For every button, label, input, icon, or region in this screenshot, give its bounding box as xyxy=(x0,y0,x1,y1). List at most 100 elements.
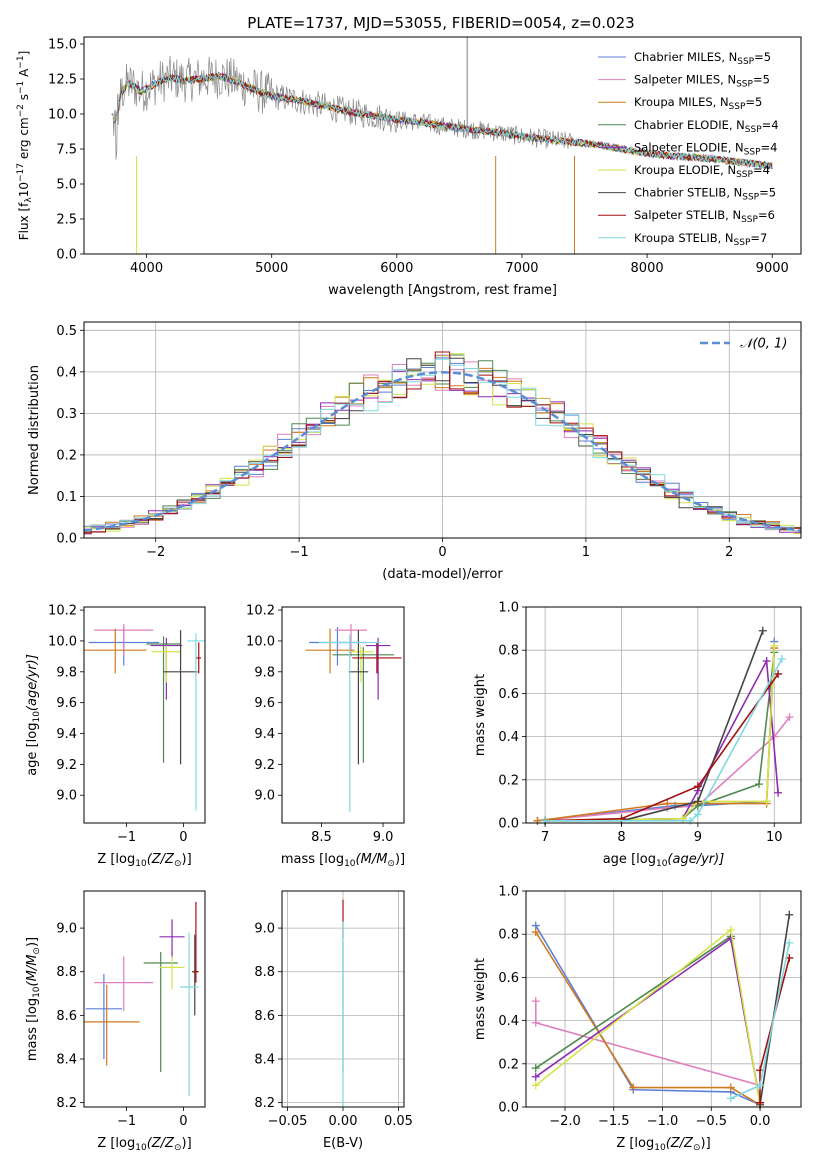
plot-frame xyxy=(281,606,405,824)
age-vs-mass-panel: 8.5 9.0 9.0 9.2 9.4 9.6 9.8 10.0 10.2 mass [log10… xyxy=(246,604,405,869)
label-part: 10 xyxy=(344,859,356,869)
label-part: SSP xyxy=(745,125,762,135)
x-tick-label: 1 xyxy=(582,545,590,560)
x-tick-label: 10 xyxy=(766,830,783,845)
weight-marker xyxy=(777,654,786,663)
weight-marker xyxy=(531,997,540,1006)
label-part: Normed distribution xyxy=(27,365,42,495)
weight-marker xyxy=(726,934,735,943)
label-part: 10 xyxy=(654,1143,666,1153)
weight-marker xyxy=(693,782,702,791)
weight-series xyxy=(545,673,779,822)
y-tick-label: 9.8 xyxy=(254,665,275,680)
weight-lines xyxy=(533,626,794,825)
x-axis-label: Z [log10(Z/Z⊙)] xyxy=(97,852,191,869)
label-part: ⊙ xyxy=(32,947,42,955)
weight-marker xyxy=(531,1018,540,1027)
weight-series xyxy=(535,928,761,1105)
legend-entry: Salpeter ELODIE, NSSP=4 xyxy=(634,140,777,157)
y-tick-label: 8.4 xyxy=(56,1053,77,1068)
label-part: mass weight xyxy=(473,674,488,756)
weight-series xyxy=(535,1001,761,1087)
label-part: E(B-V) xyxy=(323,1136,363,1151)
weight-marker xyxy=(762,797,771,806)
weight-marker xyxy=(726,925,735,934)
legend-entry: Salpeter MILES, NSSP=5 xyxy=(634,73,770,90)
label-part: Z [log xyxy=(97,1136,135,1151)
y-tick-label: 0.0 xyxy=(498,1101,519,1116)
residual-histogram-panel: −2 −1 0 1 2 0.0 0.1 0.2 0.3 0.4 0.5 (data-model)/er… xyxy=(27,321,802,582)
weight-marker xyxy=(533,816,542,825)
label-part: (age/yr)] xyxy=(25,654,40,711)
label-part: =7 xyxy=(750,231,767,245)
error-bars xyxy=(84,901,199,1097)
y-axis-label: mass [log10(M/M⊙)] xyxy=(25,937,42,1061)
label-part: SSP xyxy=(741,215,758,225)
weight-series xyxy=(537,716,791,822)
label-part: Chabrier ELODIE, N xyxy=(634,118,745,132)
label-part: Salpeter MILES, N xyxy=(634,73,736,87)
y-tick-label: 8.2 xyxy=(56,1096,77,1111)
weight-marker xyxy=(531,928,540,937)
label-part: SSP xyxy=(742,193,759,203)
label-part: (Z/Z xyxy=(147,1136,175,1151)
label-part: SSP xyxy=(737,57,754,67)
weight-marker xyxy=(629,1083,638,1092)
y-tick-label: 9.6 xyxy=(254,696,275,711)
label-part: −1 xyxy=(16,55,26,68)
label-part: ⊙ xyxy=(693,1143,701,1153)
y-tick-label: 9.8 xyxy=(56,665,77,680)
label-part: =5 xyxy=(759,186,776,200)
x-tick-label: 9 xyxy=(694,830,702,845)
plot-frame xyxy=(525,890,802,1108)
weight-marker xyxy=(726,1094,735,1103)
plot-frame xyxy=(525,606,802,824)
label-part: 10 xyxy=(17,182,31,197)
weight-series xyxy=(545,658,783,822)
x-tick-label: −1 xyxy=(117,830,136,845)
weight-series xyxy=(537,641,776,822)
label-part: =4 xyxy=(761,140,778,154)
y-axis-label: Flux [fλ10−17 erg cm−2 s−1 A−1] xyxy=(16,51,34,241)
y-tick-label: 0.4 xyxy=(498,730,519,745)
weight-marker xyxy=(693,810,702,819)
y-tick-label: 8.6 xyxy=(56,1009,77,1024)
label-part: ⊙ xyxy=(174,859,182,869)
weight-marker xyxy=(770,641,779,650)
plot-frame xyxy=(83,606,206,824)
label-part: SSP xyxy=(729,102,746,112)
y-tick-label: 5.0 xyxy=(56,178,77,193)
weight-marker xyxy=(758,626,767,635)
weight-marker xyxy=(531,1072,540,1081)
x-tick-label: −2.0 xyxy=(549,1114,581,1129)
y-tick-label: 9.4 xyxy=(254,727,275,742)
weight-marker xyxy=(531,1064,540,1073)
label-part: A xyxy=(17,68,31,81)
weight-marker xyxy=(693,797,702,806)
label-part: =6 xyxy=(758,208,775,222)
label-part: SSP xyxy=(744,147,761,157)
y-tick-label: 8.2 xyxy=(254,1096,275,1111)
residual-histogram xyxy=(84,351,801,534)
weight-marker xyxy=(785,713,794,722)
y-tick-label: 9.0 xyxy=(56,922,77,937)
x-tick-label: −1 xyxy=(290,545,309,560)
weight-series xyxy=(535,925,761,1106)
y-tick-label: 12.5 xyxy=(48,73,77,88)
label-part: =5 xyxy=(745,95,762,109)
legend-entry: Chabrier ELODIE, NSSP=4 xyxy=(634,118,779,135)
legend-entry: Chabrier MILES, NSSP=5 xyxy=(634,50,771,67)
weight-marker xyxy=(785,938,794,947)
model-spectrum xyxy=(113,74,773,170)
y-tick-label: 1.0 xyxy=(498,885,519,900)
label-part: (Z/Z xyxy=(147,852,175,867)
legend-entry: 𝒩(0, 1) xyxy=(740,337,787,352)
y-tick-label: 0.4 xyxy=(56,365,77,380)
label-part: )] xyxy=(182,1136,192,1151)
figure-title: PLATE=1737, MJD=53055, FIBERID=0054, z=0… xyxy=(247,14,634,32)
label-part: (M/M xyxy=(25,955,40,987)
legend-entry: Kroupa MILES, NSSP=5 xyxy=(634,95,762,112)
label-part: 10 xyxy=(135,859,147,869)
x-tick-label: −0.5 xyxy=(695,1114,727,1129)
